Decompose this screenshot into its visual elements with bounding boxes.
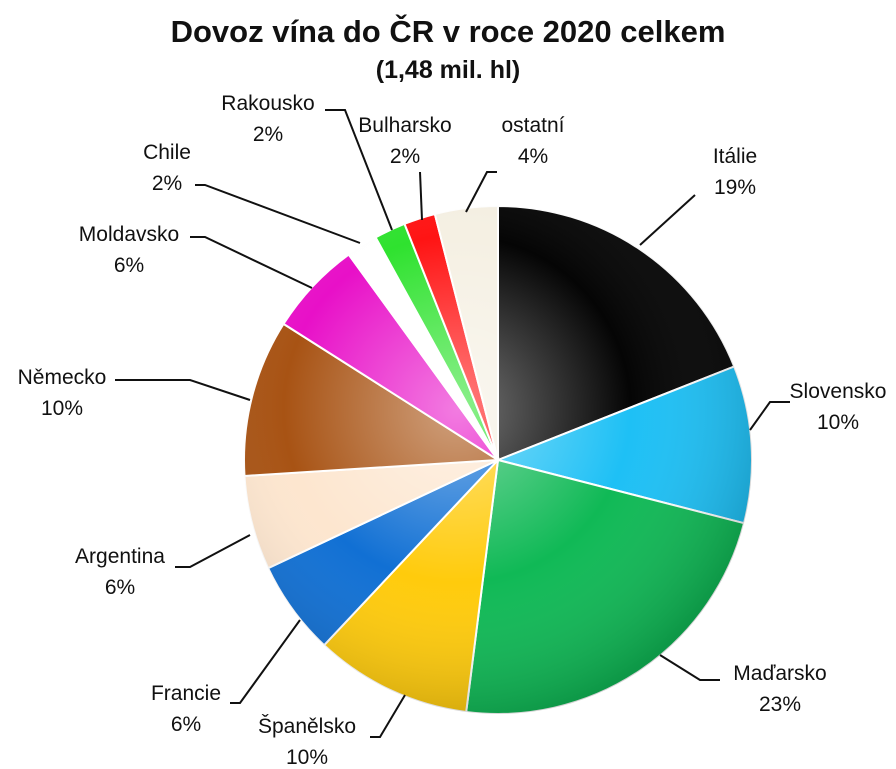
slice-label-argentina: Argentina [75,545,165,568]
slice-value-madarsko: 23% [759,693,801,716]
slice-label-italie: Itálie [713,145,757,168]
slice-label-nemecko: Německo [18,366,107,389]
leader-line-ostatni [465,171,497,213]
leader-lines [115,109,790,738]
leader-line-spanelsko [370,694,406,738]
leader-line-slovensko [749,401,790,431]
slice-value-nemecko: 10% [41,397,83,420]
slice-value-ostatni: 4% [518,145,548,168]
leader-line-argentina [175,534,251,568]
slice-labels: Itálie 19% Slovensko 10% Maďarsko 23% Španělsk… [18,92,887,769]
slice-value-italie: 19% [714,176,756,199]
chart-subtitle: (1,48 mil. hl) [375,56,521,84]
leader-line-moldavsko [190,236,313,289]
leader-line-chile [195,184,361,244]
slice-label-rakousko: Rakousko [221,92,314,115]
slice-label-moldavsko: Moldavsko [79,223,179,246]
slice-value-spanelsko: 10% [286,746,328,769]
leader-line-italie [639,194,696,246]
slice-label-francie: Francie [151,682,221,705]
slice-value-moldavsko: 6% [114,254,144,277]
pie-slices [243,204,753,715]
slice-value-argentina: 6% [105,576,135,599]
chart-title: Dovoz vína do ČR v roce 2020 celkem [170,14,726,49]
slice-value-chile: 2% [152,172,182,195]
leader-line-rakousko [325,109,393,231]
slice-value-rakousko: 2% [253,123,283,146]
slice-label-chile: Chile [143,141,191,164]
slice-label-bulharsko: Bulharsko [358,114,451,137]
slice-value-slovensko: 10% [817,411,859,434]
leader-line-francie [230,619,301,704]
leader-line-madarsko [659,654,720,681]
slice-value-bulharsko: 2% [390,145,420,168]
slice-label-spanelsko: Španělsko [258,715,356,738]
slice-label-slovensko: Slovensko [790,380,887,403]
leader-line-bulharsko [419,171,423,221]
leader-line-nemecko [115,379,251,401]
slice-value-francie: 6% [171,713,201,736]
slice-label-madarsko: Maďarsko [733,662,826,685]
slice-label-ostatni: ostatní [501,114,564,137]
